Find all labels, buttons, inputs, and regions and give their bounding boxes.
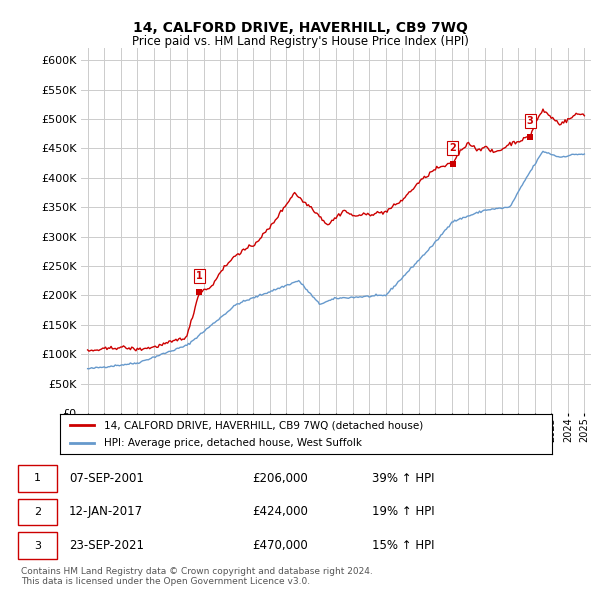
Text: 1: 1 <box>196 271 203 281</box>
Text: 3: 3 <box>527 116 533 126</box>
Text: Price paid vs. HM Land Registry's House Price Index (HPI): Price paid vs. HM Land Registry's House … <box>131 35 469 48</box>
Text: 14, CALFORD DRIVE, HAVERHILL, CB9 7WQ (detached house): 14, CALFORD DRIVE, HAVERHILL, CB9 7WQ (d… <box>104 421 424 431</box>
Text: 39% ↑ HPI: 39% ↑ HPI <box>372 472 434 485</box>
Text: 23-SEP-2021: 23-SEP-2021 <box>69 539 144 552</box>
FancyBboxPatch shape <box>18 532 57 559</box>
FancyBboxPatch shape <box>18 499 57 526</box>
Text: £206,000: £206,000 <box>252 472 308 485</box>
Text: £470,000: £470,000 <box>252 539 308 552</box>
Text: Contains HM Land Registry data © Crown copyright and database right 2024.
This d: Contains HM Land Registry data © Crown c… <box>21 567 373 586</box>
Text: 19% ↑ HPI: 19% ↑ HPI <box>372 506 434 519</box>
Text: £424,000: £424,000 <box>252 506 308 519</box>
Text: 1: 1 <box>34 473 41 483</box>
Text: 2: 2 <box>34 507 41 517</box>
Text: 3: 3 <box>34 540 41 550</box>
Text: 2: 2 <box>449 143 456 153</box>
Text: 15% ↑ HPI: 15% ↑ HPI <box>372 539 434 552</box>
Text: 14, CALFORD DRIVE, HAVERHILL, CB9 7WQ: 14, CALFORD DRIVE, HAVERHILL, CB9 7WQ <box>133 21 467 35</box>
Text: 12-JAN-2017: 12-JAN-2017 <box>69 506 143 519</box>
Text: 07-SEP-2001: 07-SEP-2001 <box>69 472 144 485</box>
Text: HPI: Average price, detached house, West Suffolk: HPI: Average price, detached house, West… <box>104 438 362 448</box>
FancyBboxPatch shape <box>18 465 57 492</box>
